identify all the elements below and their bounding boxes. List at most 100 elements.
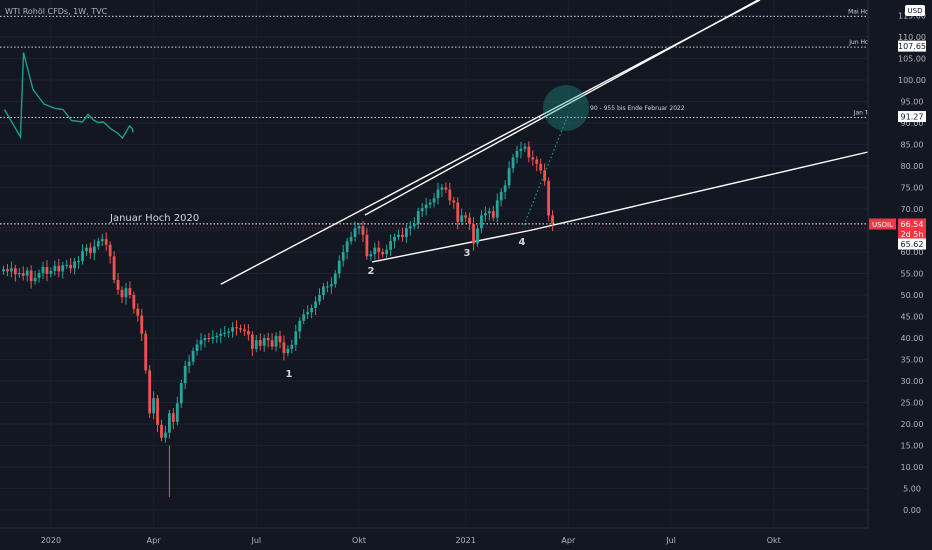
candle[interactable] [231, 322, 234, 338]
candle[interactable] [464, 212, 468, 223]
candle[interactable] [73, 258, 76, 275]
candle[interactable] [53, 260, 57, 276]
candle[interactable] [187, 354, 191, 374]
candle[interactable] [211, 330, 215, 344]
candle[interactable] [397, 229, 400, 241]
candle[interactable] [199, 333, 203, 351]
candle[interactable] [535, 156, 539, 172]
candle[interactable] [258, 333, 262, 351]
candle[interactable] [306, 305, 310, 320]
candle[interactable] [235, 320, 238, 336]
candle[interactable] [476, 224, 479, 247]
candle[interactable] [41, 261, 45, 280]
candle[interactable] [203, 334, 207, 348]
candle[interactable] [49, 267, 53, 278]
candle[interactable] [124, 282, 128, 305]
candle[interactable] [468, 212, 471, 231]
candle[interactable] [266, 332, 270, 348]
candle[interactable] [191, 347, 195, 366]
candle[interactable] [179, 379, 183, 409]
candle[interactable] [152, 391, 155, 420]
candle[interactable] [69, 258, 73, 274]
lower-channel-line[interactable] [371, 229, 533, 263]
candle[interactable] [250, 331, 254, 357]
candle[interactable] [144, 330, 148, 374]
candle[interactable] [487, 207, 491, 221]
candle[interactable] [282, 335, 286, 361]
candle[interactable] [298, 317, 302, 339]
candle[interactable] [294, 324, 298, 351]
candle[interactable] [551, 210, 554, 231]
candle[interactable] [140, 308, 144, 342]
candle[interactable] [491, 205, 495, 222]
candle[interactable] [6, 264, 9, 277]
candle[interactable] [100, 233, 104, 246]
candle[interactable] [547, 177, 550, 222]
candle[interactable] [247, 324, 250, 341]
candle[interactable] [448, 182, 452, 206]
candle[interactable] [444, 182, 448, 194]
candle[interactable] [357, 222, 361, 235]
symbol-badge[interactable]: USOIL [869, 218, 896, 230]
candle[interactable] [21, 266, 25, 281]
tag-countdown[interactable]: 2d 5h [898, 228, 926, 240]
candle[interactable] [381, 248, 385, 258]
target-zone[interactable] [543, 85, 589, 131]
candle[interactable] [85, 244, 88, 256]
tag-current-price[interactable]: 66.54 [898, 218, 926, 230]
candle[interactable] [333, 270, 337, 288]
candle[interactable] [65, 259, 69, 269]
candle[interactable] [420, 202, 424, 218]
candle[interactable] [57, 258, 61, 278]
candle[interactable] [207, 332, 211, 343]
lower-trend-line[interactable] [531, 151, 869, 231]
candle[interactable] [436, 182, 440, 205]
candle[interactable] [495, 193, 499, 223]
candle[interactable] [499, 188, 503, 207]
candle[interactable] [160, 419, 163, 442]
candle[interactable] [116, 273, 120, 295]
currency-badge[interactable] [905, 5, 925, 16]
candle[interactable] [369, 250, 373, 262]
candle[interactable] [239, 324, 242, 333]
candle[interactable] [329, 277, 333, 294]
wave-path[interactable] [3, 52, 134, 140]
candle[interactable] [92, 239, 96, 261]
candle[interactable] [223, 325, 227, 338]
candle[interactable] [104, 232, 108, 251]
tag-low[interactable]: 65.62 [898, 238, 926, 250]
candle[interactable] [183, 360, 187, 390]
candle[interactable] [318, 288, 321, 305]
candle[interactable] [393, 233, 396, 249]
candle[interactable] [128, 281, 132, 299]
candle[interactable] [460, 208, 464, 226]
candle[interactable] [227, 328, 231, 338]
candle[interactable] [164, 425, 167, 443]
candle[interactable] [96, 237, 100, 250]
candle[interactable] [543, 163, 547, 186]
candle[interactable] [168, 409, 171, 439]
candle[interactable] [507, 161, 511, 189]
candle[interactable] [314, 296, 317, 316]
candle[interactable] [302, 309, 306, 325]
candle[interactable] [472, 217, 475, 251]
candle[interactable] [132, 291, 136, 314]
candle[interactable] [195, 339, 199, 356]
candle[interactable] [408, 221, 412, 236]
candle[interactable] [290, 339, 294, 354]
candle[interactable] [456, 197, 460, 230]
candle[interactable] [440, 184, 444, 197]
candle[interactable] [61, 261, 65, 279]
candle[interactable] [108, 241, 112, 264]
tag-jan-low-2014[interactable]: 91.27 [898, 111, 926, 123]
candle[interactable] [148, 365, 152, 418]
candle[interactable] [503, 180, 507, 200]
candle[interactable] [337, 255, 341, 279]
upper-trend-line[interactable] [364, 0, 759, 216]
candle[interactable] [361, 221, 365, 243]
candle[interactable] [480, 210, 483, 234]
candle[interactable] [341, 245, 345, 267]
candle[interactable] [156, 394, 159, 433]
candle[interactable] [365, 227, 369, 260]
